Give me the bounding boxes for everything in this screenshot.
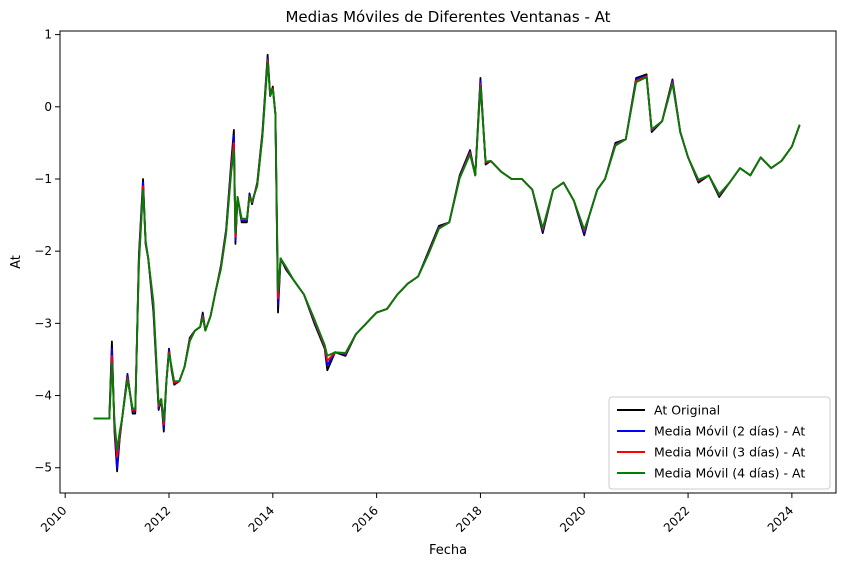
y-tick-label: −2 [34, 244, 52, 258]
series-line-4 [93, 61, 801, 451]
x-tick-label: 2012 [142, 503, 173, 534]
y-tick-label: −5 [34, 461, 52, 475]
legend-label-4: Media Móvil (4 días) - At [654, 466, 805, 481]
chart-title: Medias Móviles de Diferentes Ventanas - … [285, 8, 610, 26]
plot-series [93, 53, 801, 473]
y-axis-label: At [9, 255, 24, 269]
x-axis-ticks: 2010 2012 2014 2016 2018 2020 2022 2024 [38, 493, 796, 535]
y-tick-label: −3 [34, 316, 52, 330]
axes-frame [59, 30, 837, 494]
y-tick-label: −4 [34, 389, 52, 403]
legend-label-1: At Original [654, 403, 720, 418]
y-tick-label: 0 [44, 100, 52, 114]
x-tick-label: 2024 [765, 503, 796, 534]
x-tick-label: 2014 [246, 503, 277, 534]
x-tick-label: 2020 [557, 503, 588, 534]
y-tick-label: −1 [34, 172, 52, 186]
legend-label-3: Media Móvil (3 días) - At [654, 445, 805, 460]
x-tick-label: 2016 [349, 503, 380, 534]
x-axis-label: Fecha [429, 543, 467, 558]
y-tick-label: 1 [44, 28, 52, 42]
x-tick-label: 2018 [453, 503, 484, 534]
legend-box [608, 396, 831, 490]
x-tick-label: 2010 [38, 503, 69, 534]
legend-label-2: Media Móvil (2 días) - At [654, 424, 805, 439]
x-tick-label: 2022 [661, 503, 692, 534]
legend: At Original Media Móvil (2 días) - At Medi… [608, 396, 831, 490]
y-axis-ticks: 1 0 −1 −2 −3 −4 −5 [34, 28, 60, 475]
